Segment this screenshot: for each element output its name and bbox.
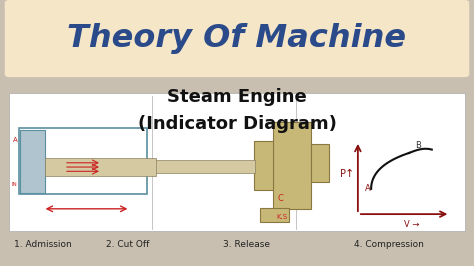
Text: A: A <box>365 184 371 193</box>
Bar <box>254 141 273 190</box>
Bar <box>311 144 329 182</box>
Text: C: C <box>278 194 283 203</box>
Text: Theory Of Machine: Theory Of Machine <box>67 23 407 54</box>
Text: ↑: ↑ <box>345 169 354 179</box>
Bar <box>45 158 156 176</box>
Text: B: B <box>416 141 421 150</box>
Text: A: A <box>13 137 18 143</box>
FancyBboxPatch shape <box>5 0 469 77</box>
Text: (Indicator Diagram): (Indicator Diagram) <box>137 115 337 133</box>
Bar <box>273 122 311 209</box>
Bar <box>20 130 45 193</box>
Text: V →: V → <box>404 220 419 229</box>
Bar <box>147 160 255 173</box>
Text: 2. Cut Off: 2. Cut Off <box>106 240 150 249</box>
Text: 1. Admission: 1. Admission <box>14 240 72 249</box>
Bar <box>19 128 147 194</box>
Text: K.S: K.S <box>276 214 288 220</box>
Text: 4. Compression: 4. Compression <box>354 240 424 249</box>
Text: Steam Engine: Steam Engine <box>167 88 307 106</box>
Bar <box>260 208 289 222</box>
Text: P: P <box>340 169 346 179</box>
Text: 3. Release: 3. Release <box>223 240 270 249</box>
Text: IN: IN <box>11 182 17 187</box>
Bar <box>9 93 465 231</box>
